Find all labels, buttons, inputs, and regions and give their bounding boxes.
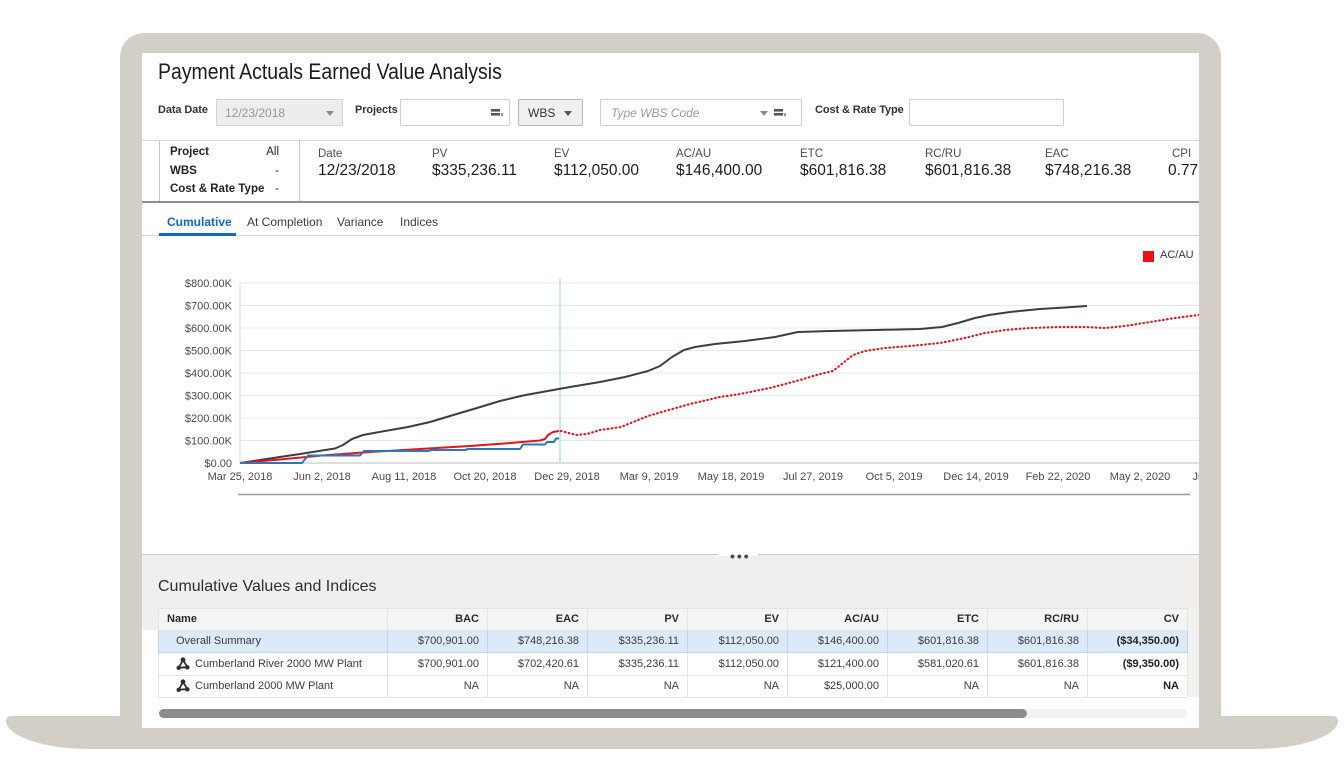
svg-text:Oct 20, 2018: Oct 20, 2018	[454, 471, 517, 483]
svg-text:$400.00K: $400.00K	[185, 368, 233, 380]
svg-text:Dec 29, 2018: Dec 29, 2018	[534, 471, 599, 483]
svg-text:May 2, 2020: May 2, 2020	[1110, 471, 1171, 483]
svg-text:Mar 9, 2019: Mar 9, 2019	[620, 471, 679, 483]
svg-text:$0.00: $0.00	[204, 458, 232, 470]
svg-text:$300.00K: $300.00K	[185, 391, 233, 403]
svg-text:$600.00K: $600.00K	[185, 323, 233, 335]
svg-text:$700.00K: $700.00K	[185, 301, 233, 313]
svg-text:Jun 2, 2018: Jun 2, 2018	[293, 471, 351, 483]
svg-text:May 18, 2019: May 18, 2019	[698, 471, 765, 483]
svg-text:Aug 11, 2018: Aug 11, 2018	[372, 471, 437, 483]
svg-text:$500.00K: $500.00K	[185, 346, 233, 358]
svg-text:Feb 22, 2020: Feb 22, 2020	[1026, 471, 1091, 483]
svg-text:$200.00K: $200.00K	[185, 413, 233, 425]
svg-text:Oct 5, 2019: Oct 5, 2019	[866, 471, 923, 483]
svg-text:$800.00K: $800.00K	[185, 278, 233, 290]
svg-text:Jul 27, 2019: Jul 27, 2019	[783, 471, 843, 483]
svg-text:Dec 14, 2019: Dec 14, 2019	[943, 471, 1008, 483]
svg-text:Mar 25, 2018: Mar 25, 2018	[208, 471, 273, 483]
svg-text:$100.00K: $100.00K	[185, 436, 233, 448]
svg-text:Jul 11, 2020: Jul 11, 2020	[1192, 471, 1199, 483]
